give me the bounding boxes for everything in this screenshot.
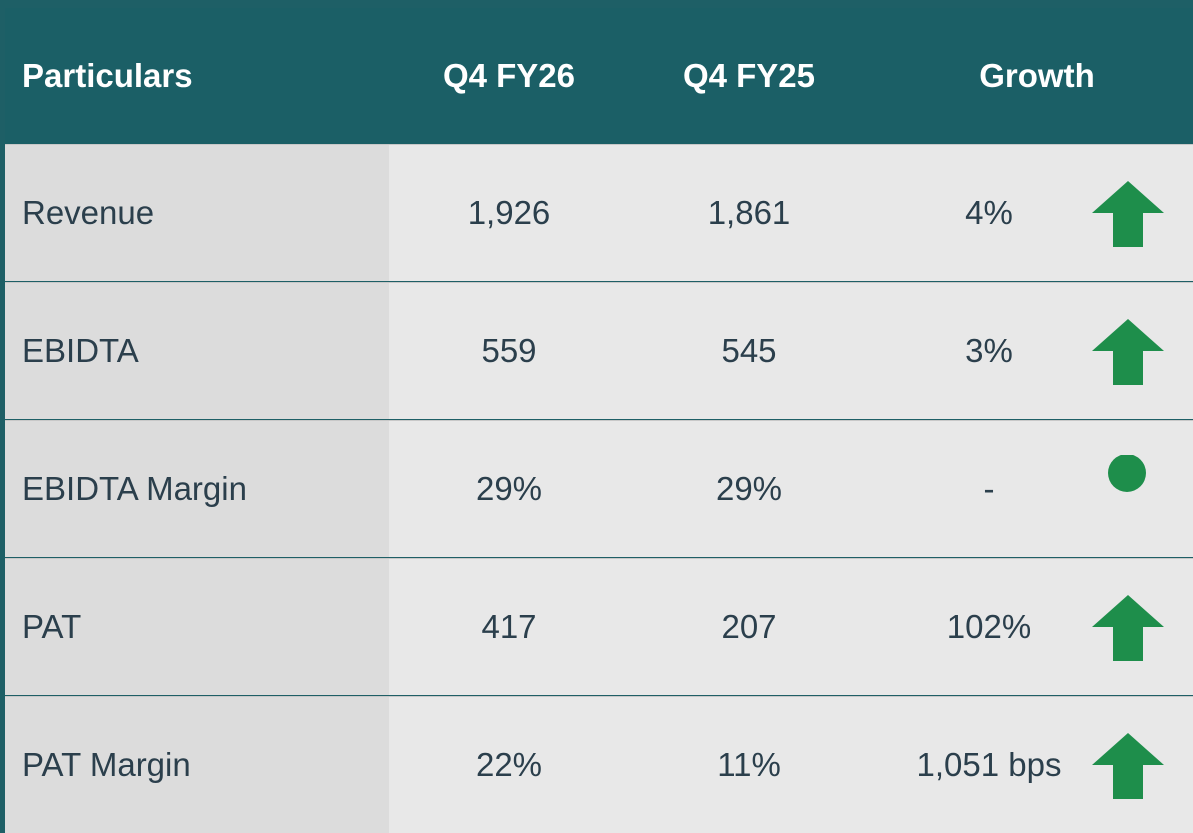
table-row: PAT 417 207 102% — [5, 558, 1193, 695]
table-row: EBIDTA 559 545 3% — [5, 282, 1193, 419]
table-cell: 417 — [481, 608, 537, 645]
header-cell: Q4 FY25 — [682, 57, 816, 94]
up-arrow-icon — [1092, 319, 1164, 385]
header-cell: Growth — [979, 57, 1095, 94]
table-row: EBIDTA Margin 29% 29% - — [5, 420, 1193, 557]
up-arrow-icon — [1092, 595, 1164, 661]
table-row: PAT Margin 22% 11% 1,051 bps — [5, 696, 1193, 833]
table-cell: 22% — [475, 746, 543, 783]
header-cell: Particulars — [22, 57, 193, 94]
table-cell: 207 — [721, 608, 777, 645]
table: Particulars Q4 FY26 Q4 FY25 Growth Reven… — [5, 8, 1193, 833]
table-cell: 1,861 — [707, 194, 791, 231]
up-arrow-icon — [1092, 181, 1164, 247]
table-cell: PAT Margin — [22, 746, 191, 783]
table-row: Revenue 1,926 1,861 4% — [5, 144, 1193, 281]
header-row: Particulars Q4 FY26 Q4 FY25 Growth — [5, 8, 1193, 144]
table-cell: 102% — [946, 608, 1032, 645]
table-cell: EBIDTA — [22, 332, 139, 369]
row-shade — [5, 145, 389, 281]
row-shade — [5, 421, 389, 557]
table-cell: Revenue — [22, 194, 155, 231]
header-cell: Q4 FY26 — [442, 57, 576, 94]
table-cell: 1,051 bps — [916, 746, 1062, 783]
table-cell: 559 — [481, 332, 537, 369]
table-cell: 29% — [475, 470, 543, 507]
table-cell: 3% — [965, 332, 1013, 369]
row-shade — [5, 559, 389, 695]
table-cell: EBIDTA Margin — [22, 470, 247, 507]
table-cell: 1,926 — [467, 194, 551, 231]
table-cell: 29% — [715, 470, 783, 507]
table-cell: 545 — [721, 332, 777, 369]
table-cell: - — [983, 470, 995, 507]
table-cell: 11% — [717, 746, 781, 783]
neutral-dot-icon — [1108, 455, 1146, 492]
row-shade — [5, 697, 389, 833]
table-cell: 4% — [965, 194, 1013, 231]
row-shade — [5, 283, 389, 419]
table-cell: PAT — [22, 608, 82, 645]
up-arrow-icon — [1092, 733, 1164, 799]
